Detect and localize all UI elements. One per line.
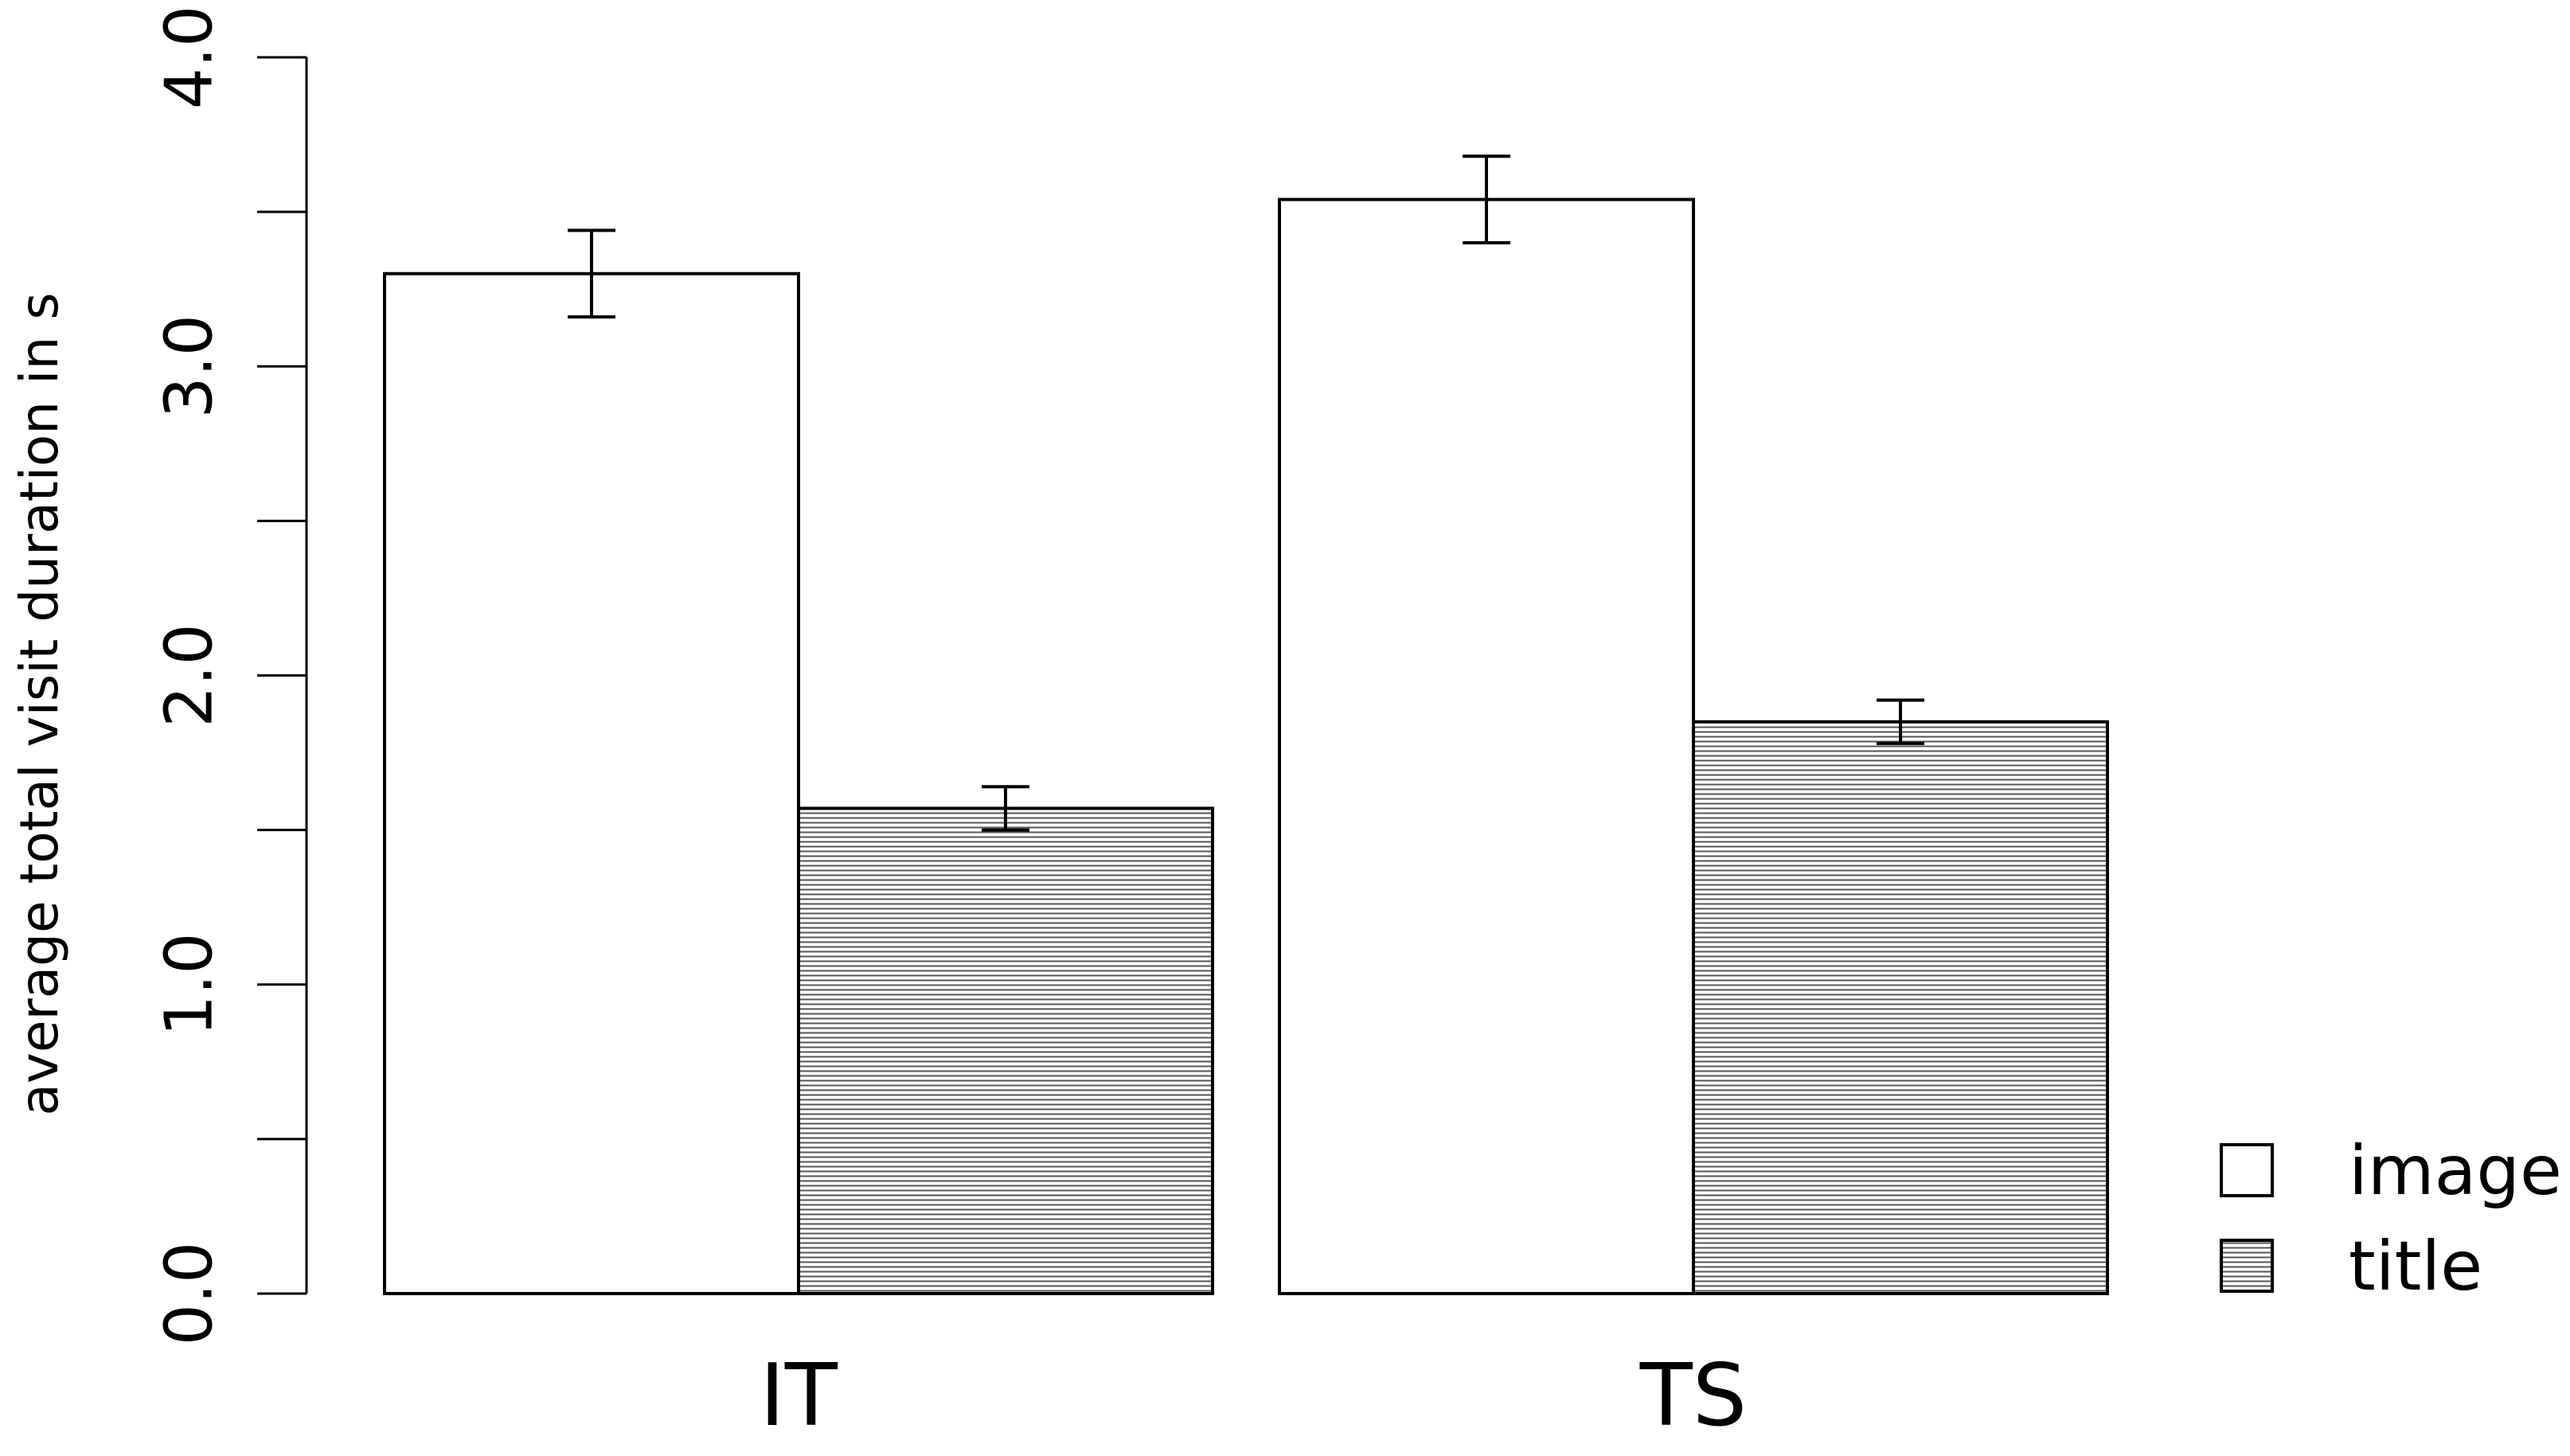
bars xyxy=(383,197,2109,1296)
error-bar-ts-title xyxy=(1877,698,1924,745)
category-label-ts: TS xyxy=(1639,1346,1748,1446)
y-tick-label: 2.0 xyxy=(151,623,227,727)
legend-swatch-image xyxy=(2220,1143,2274,1197)
y-tick-label: 3.0 xyxy=(151,314,227,418)
legend-label-title: title xyxy=(2349,1227,2482,1306)
legend: image title xyxy=(2220,1131,2562,1306)
bar-ts-image xyxy=(1278,197,1695,1296)
category-label-it: IT xyxy=(760,1346,838,1446)
error-bars xyxy=(568,154,1924,832)
y-axis-label: average total visit duration in s xyxy=(9,292,70,1115)
error-bar-ts-image xyxy=(1463,154,1510,244)
bar-it-title xyxy=(797,806,1214,1295)
bar-it-image xyxy=(383,271,800,1295)
y-tick-label: 1.0 xyxy=(151,933,227,1036)
y-tick-label: 0.0 xyxy=(151,1242,227,1345)
legend-label-image: image xyxy=(2349,1131,2562,1211)
y-axis: 0.0 1.0 2.0 3.0 4.0 xyxy=(151,6,308,1345)
bar-ts-title xyxy=(1692,720,2109,1295)
error-bar-it-title xyxy=(982,785,1029,832)
y-tick-label: 4.0 xyxy=(151,6,227,109)
error-bar-it-image xyxy=(568,228,615,319)
category-labels: IT TS xyxy=(760,1346,1747,1446)
legend-swatch-title xyxy=(2220,1239,2274,1293)
